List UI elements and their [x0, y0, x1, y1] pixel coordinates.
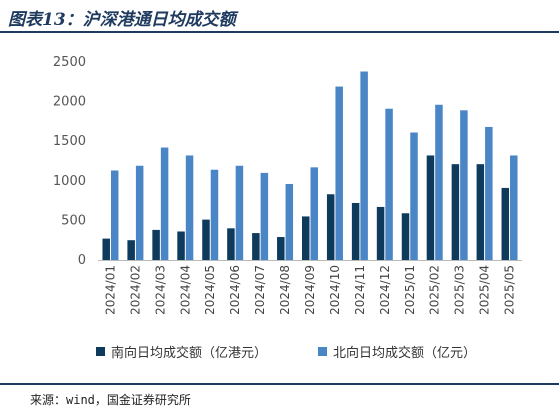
south-bar: [202, 219, 210, 260]
north-bar: [360, 71, 368, 260]
x-tick-label: 2024/01: [103, 265, 117, 315]
x-tick-label: 2024/06: [228, 265, 242, 315]
south-bar: [501, 187, 510, 260]
y-tick-label: 0: [78, 253, 86, 268]
south-bar: [351, 202, 360, 260]
north-bar: [460, 110, 468, 260]
x-tick-label: 2025/01: [403, 265, 417, 315]
north-bar: [110, 170, 119, 260]
north-bar: [435, 104, 443, 260]
north-bar: [260, 172, 269, 260]
south-bar: [252, 233, 260, 260]
x-tick-label: 2024/08: [278, 265, 292, 315]
legend-item-north: 北向日均成交额（亿元）: [318, 342, 476, 361]
x-tick-label: 2025/05: [503, 265, 517, 315]
south-bar: [451, 164, 460, 260]
north-bar: [335, 86, 343, 260]
south-bar: [476, 164, 485, 260]
south-bar: [401, 213, 410, 260]
legend-swatch-north: [318, 347, 327, 356]
north-bar: [160, 147, 169, 260]
legend-label-north: 北向日均成交额（亿元）: [333, 346, 477, 361]
x-tick-label: 2024/12: [378, 265, 392, 315]
south-bar: [326, 194, 335, 260]
north-bar: [310, 167, 318, 260]
chart-title: 图表13：沪深港通日均成交额: [8, 10, 236, 30]
south-bar: [177, 231, 185, 260]
x-tick-label: 2024/04: [178, 265, 192, 315]
x-tick-label: 2025/02: [428, 265, 442, 315]
bar-chart: 0 500 1000 1500 2000 2500 2024/01 2024/02 2024/0…: [53, 55, 522, 315]
y-tick-label: 2500: [53, 55, 86, 70]
south-bar: [227, 228, 235, 260]
south-bar: [152, 229, 160, 260]
x-tick-label: 2024/11: [353, 265, 367, 315]
legend-item-south: 南向日均成交额（亿港元）: [96, 342, 267, 361]
north-bar: [210, 169, 219, 260]
south-bar: [277, 237, 285, 260]
y-tick-label: 1000: [53, 174, 86, 189]
x-tick-label: 2025/04: [478, 265, 492, 315]
south-bar: [127, 240, 135, 260]
south-bar: [426, 155, 435, 260]
x-tick-label: 2025/03: [453, 265, 467, 315]
title-bar: 图表13：沪深港通日均成交额: [0, 0, 559, 33]
title-divider: [0, 31, 559, 33]
x-tick-label: 2024/05: [203, 265, 217, 315]
x-tick-label: 2024/03: [153, 265, 167, 315]
x-tick-label: 2024/07: [253, 265, 267, 315]
north-bar: [485, 126, 493, 260]
north-bar: [235, 165, 244, 260]
footer-divider: [0, 383, 559, 385]
legend-swatch-south: [96, 347, 105, 356]
north-bar: [410, 132, 418, 260]
chart-legend: 南向日均成交额（亿港元） 北向日均成交额（亿元）: [0, 342, 559, 364]
north-bar: [185, 155, 194, 260]
north-bar: [135, 165, 144, 260]
y-tick-label: 1500: [53, 134, 86, 149]
source-note: 来源：wind，国金证券研究所: [30, 393, 191, 407]
south-bar: [102, 238, 110, 260]
y-tick-label: 500: [61, 213, 86, 228]
south-bar: [376, 206, 385, 260]
south-bar: [302, 216, 310, 260]
north-bar: [510, 155, 518, 260]
legend-label-south: 南向日均成交额（亿港元）: [111, 346, 268, 361]
x-tick-label: 2024/02: [128, 265, 142, 315]
north-bar: [285, 183, 294, 260]
x-tick-label: 2024/09: [303, 265, 317, 315]
y-tick-label: 2000: [53, 95, 86, 110]
north-bar: [385, 108, 393, 260]
x-tick-label: 2024/10: [328, 265, 342, 315]
